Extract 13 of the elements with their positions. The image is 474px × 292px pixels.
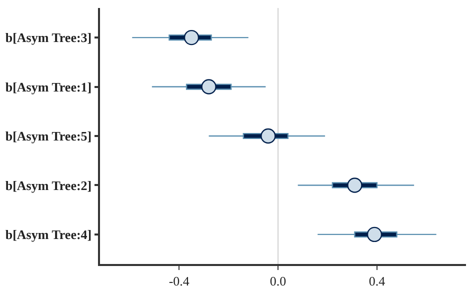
point bbox=[347, 178, 362, 193]
y-tick-label: b[Asym Tree:1] bbox=[5, 79, 92, 94]
y-tick-label: b[Asym Tree:4] bbox=[5, 227, 92, 242]
y-tick-label: b[Asym Tree:5] bbox=[5, 128, 92, 144]
y-tick-label: b[Asym Tree:2] bbox=[5, 178, 92, 193]
point bbox=[184, 30, 200, 46]
x-tick-label: 0.4 bbox=[368, 273, 386, 288]
x-tick-label: 0.0 bbox=[270, 273, 286, 288]
y-tick-label: b[Asym Tree:3] bbox=[5, 30, 92, 46]
point bbox=[366, 226, 382, 242]
x-tick-label: -0.4 bbox=[168, 273, 190, 288]
point bbox=[260, 128, 276, 144]
point bbox=[201, 79, 216, 94]
